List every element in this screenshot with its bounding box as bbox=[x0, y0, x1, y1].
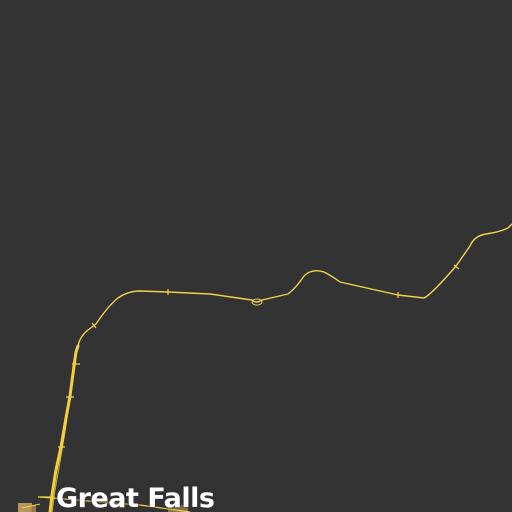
city-label-great-falls: Great Falls bbox=[56, 483, 215, 512]
road-loop bbox=[251, 298, 263, 306]
connector-road[interactable] bbox=[21, 503, 41, 509]
connector-road[interactable] bbox=[39, 496, 191, 512]
settlement-block bbox=[168, 505, 188, 512]
highway-trunk[interactable] bbox=[48, 344, 80, 512]
frontage-road[interactable] bbox=[51, 355, 77, 512]
secondary-road[interactable] bbox=[77, 223, 512, 347]
junction-tick bbox=[91, 322, 97, 329]
settlement-block bbox=[30, 505, 36, 512]
junction-ticks bbox=[38, 264, 460, 498]
junction-tick bbox=[453, 264, 460, 270]
